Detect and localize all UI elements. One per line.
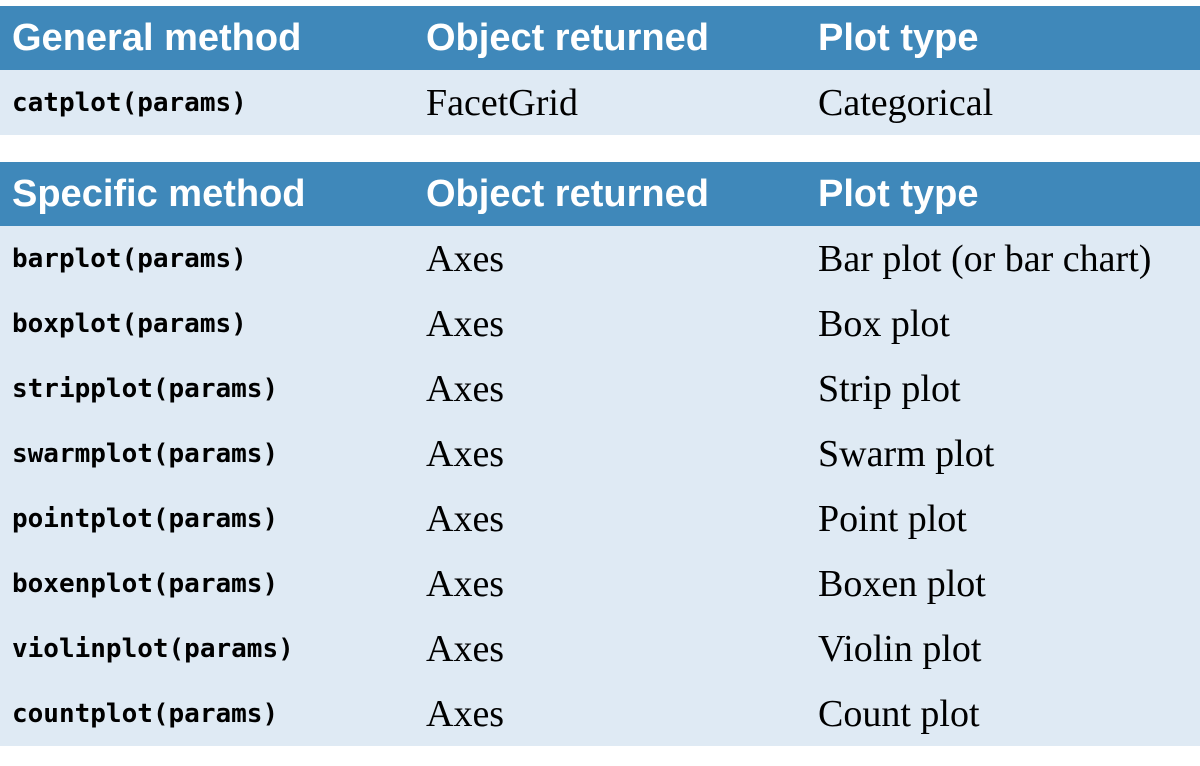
object-returned-cell: Axes — [426, 432, 505, 475]
specific-method-table: Specific method Object returned Plot typ… — [0, 162, 1200, 746]
table-row: boxenplot(params) Axes Boxen plot — [0, 551, 1200, 616]
method-cell: pointplot(params) — [12, 503, 279, 534]
plot-type-cell: Swarm plot — [818, 432, 995, 475]
general-method-table: General method Object returned Plot type… — [0, 6, 1200, 135]
object-returned-cell: Axes — [426, 627, 505, 670]
plot-type-cell: Point plot — [818, 497, 967, 540]
table-row: catplot(params) FacetGrid Categorical — [0, 70, 1200, 135]
header-plot-type: Plot type — [818, 16, 979, 59]
object-returned-cell: Axes — [426, 302, 505, 345]
header-plot-type: Plot type — [818, 172, 979, 215]
specific-table-header: Specific method Object returned Plot typ… — [0, 162, 1200, 226]
plot-type-cell: Boxen plot — [818, 562, 986, 605]
header-object-returned: Object returned — [426, 172, 709, 215]
table-row: stripplot(params) Axes Strip plot — [0, 356, 1200, 421]
header-general-method: General method — [12, 16, 302, 59]
plot-type-cell: Box plot — [818, 302, 950, 345]
plot-type-cell: Violin plot — [818, 627, 982, 670]
table-row: swarmplot(params) Axes Swarm plot — [0, 421, 1200, 486]
general-table-header: General method Object returned Plot type — [0, 6, 1200, 70]
method-cell: boxplot(params) — [12, 308, 247, 339]
method-cell: countplot(params) — [12, 698, 279, 729]
object-returned-cell: Axes — [426, 237, 505, 280]
method-cell: catplot(params) — [12, 87, 247, 118]
plot-type-cell: Strip plot — [818, 367, 961, 410]
header-specific-method: Specific method — [12, 172, 306, 215]
table-row: boxplot(params) Axes Box plot — [0, 291, 1200, 356]
table-row: violinplot(params) Axes Violin plot — [0, 616, 1200, 681]
object-returned-cell: Axes — [426, 367, 505, 410]
object-returned-cell: FacetGrid — [426, 81, 578, 124]
method-cell: barplot(params) — [12, 243, 247, 274]
plot-type-cell: Categorical — [818, 81, 994, 124]
table-row: countplot(params) Axes Count plot — [0, 681, 1200, 746]
header-object-returned: Object returned — [426, 16, 709, 59]
method-cell: swarmplot(params) — [12, 438, 279, 469]
table-row: barplot(params) Axes Bar plot (or bar ch… — [0, 226, 1200, 291]
method-cell: violinplot(params) — [12, 633, 294, 664]
plot-type-cell: Count plot — [818, 692, 980, 735]
method-cell: stripplot(params) — [12, 373, 279, 404]
object-returned-cell: Axes — [426, 562, 505, 605]
object-returned-cell: Axes — [426, 692, 505, 735]
object-returned-cell: Axes — [426, 497, 505, 540]
method-cell: boxenplot(params) — [12, 568, 279, 599]
plot-type-cell: Bar plot (or bar chart) — [818, 237, 1152, 280]
table-row: pointplot(params) Axes Point plot — [0, 486, 1200, 551]
